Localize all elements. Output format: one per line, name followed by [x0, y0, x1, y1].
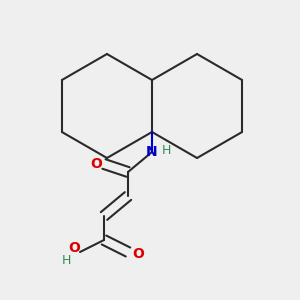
Text: N: N [146, 145, 158, 159]
Text: H: H [61, 254, 71, 266]
Text: O: O [132, 247, 144, 261]
Text: H: H [161, 143, 171, 157]
Text: O: O [68, 241, 80, 255]
Text: O: O [90, 157, 102, 171]
